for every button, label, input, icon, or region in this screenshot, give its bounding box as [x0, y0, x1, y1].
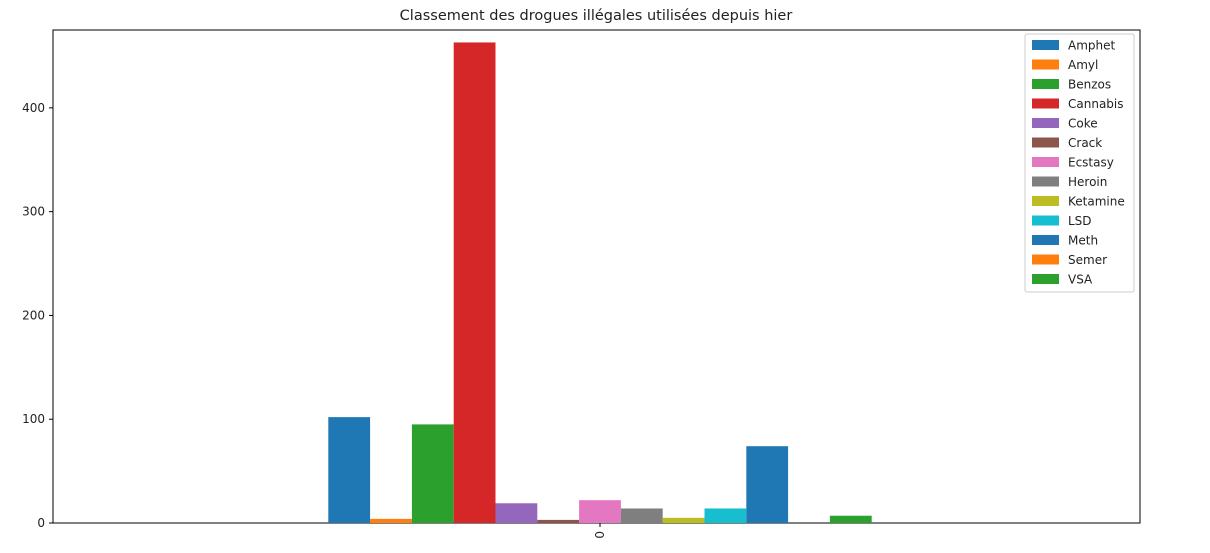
- y-tick-label: 300: [22, 205, 45, 219]
- legend-swatch-cannabis: [1032, 98, 1059, 109]
- bar-ketamine: [662, 517, 705, 523]
- legend-label-ketamine: Ketamine: [1068, 195, 1125, 209]
- legend-swatch-semer: [1032, 254, 1059, 265]
- legend-label-benzos: Benzos: [1068, 78, 1111, 92]
- bar-lsd: [704, 508, 747, 523]
- y-tick-label: 200: [22, 308, 45, 322]
- legend-swatch-heroin: [1032, 176, 1059, 187]
- x-axis: 0: [593, 523, 607, 539]
- legend-label-semer: Semer: [1068, 253, 1107, 267]
- legend-label-lsd: LSD: [1068, 214, 1092, 228]
- bar-ecstasy: [579, 500, 621, 523]
- legend-label-ecstasy: Ecstasy: [1068, 156, 1114, 170]
- y-axis: 0 100 200 300 400: [22, 101, 53, 530]
- y-tick-label: 0: [37, 516, 45, 530]
- legend-swatch-crack: [1032, 137, 1059, 148]
- legend-label-heroin: Heroin: [1068, 175, 1107, 189]
- legend-label-amphet: Amphet: [1068, 39, 1116, 53]
- legend: Amphet Amyl Benzos Cannabis Coke Crack Ecstasy…: [1024, 33, 1135, 293]
- bar-vsa: [829, 515, 872, 523]
- legend-swatch-coke: [1032, 118, 1059, 128]
- bars-group: [328, 42, 872, 523]
- y-tick-label: 100: [22, 412, 45, 426]
- legend-label-meth: Meth: [1068, 234, 1098, 248]
- bar-cannabis: [453, 42, 496, 523]
- legend-swatch-ecstasy: [1032, 157, 1059, 167]
- bar-amyl: [370, 518, 412, 523]
- bar-crack: [537, 519, 580, 523]
- legend-swatch-ketamine: [1032, 196, 1059, 206]
- legend-label-vsa: VSA: [1068, 273, 1093, 287]
- legend-swatch-vsa: [1032, 274, 1059, 284]
- bar-coke: [495, 503, 538, 523]
- plot-frame: [52, 29, 1141, 524]
- legend-swatch-amphet: [1032, 40, 1059, 50]
- legend-swatch-benzos: [1032, 79, 1059, 89]
- chart-title: Classement des drogues illégales utilisé…: [400, 8, 793, 24]
- y-tick-label: 400: [22, 101, 45, 115]
- legend-label-coke: Coke: [1068, 117, 1098, 131]
- legend-swatch-meth: [1032, 235, 1059, 245]
- x-tick-label: 0: [593, 531, 607, 539]
- legend-swatch-lsd: [1032, 215, 1059, 226]
- bar-heroin: [620, 508, 663, 523]
- legend-swatch-amyl: [1032, 59, 1059, 70]
- bar-benzos: [411, 424, 454, 523]
- legend-label-amyl: Amyl: [1068, 58, 1098, 72]
- bar-amphet: [328, 417, 371, 523]
- legend-label-cannabis: Cannabis: [1068, 97, 1124, 111]
- bar-meth: [746, 446, 789, 523]
- legend-label-crack: Crack: [1068, 136, 1102, 150]
